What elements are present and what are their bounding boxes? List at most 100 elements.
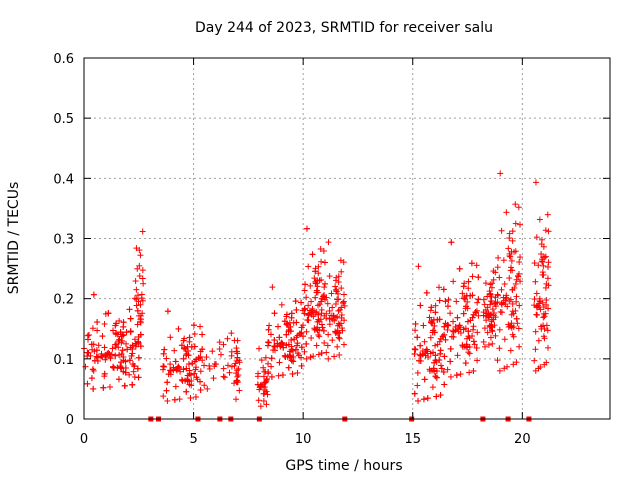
data-point (420, 396, 427, 403)
data-point (106, 383, 113, 390)
data-point (321, 339, 328, 346)
data-point (335, 307, 342, 314)
data-point (506, 230, 513, 237)
data-point (164, 397, 171, 404)
data-point (134, 321, 141, 328)
data-point (326, 273, 333, 280)
data-point (85, 350, 92, 357)
data-point (201, 362, 208, 369)
data-point (516, 302, 523, 309)
data-point (228, 363, 235, 370)
data-point (415, 263, 422, 270)
data-point (512, 220, 519, 227)
data-point (120, 319, 127, 326)
data-point (537, 363, 544, 370)
data-point (296, 330, 303, 337)
data-point (503, 295, 510, 302)
data-point (93, 347, 100, 354)
data-point (489, 306, 496, 313)
data-point (303, 294, 310, 301)
data-point (286, 353, 293, 360)
data-point (199, 357, 206, 364)
data-point (265, 326, 272, 333)
data-point (515, 204, 522, 211)
data-point (427, 367, 434, 374)
data-point (509, 228, 516, 235)
data-point (539, 258, 546, 265)
data-point (504, 363, 511, 370)
data-point (465, 328, 472, 335)
data-point (417, 351, 424, 358)
data-point (474, 329, 481, 336)
data-point (127, 328, 134, 335)
data-point (542, 284, 549, 291)
data-point (206, 362, 213, 369)
data-point (425, 354, 432, 361)
data-point (191, 331, 198, 338)
data-point (312, 294, 319, 301)
data-point (321, 284, 328, 291)
data-point (538, 258, 545, 265)
data-point (487, 312, 494, 319)
data-point (90, 291, 97, 298)
data-point (301, 287, 308, 294)
x-tick-label: 5 (189, 432, 197, 447)
data-point (310, 313, 317, 320)
data-point (441, 331, 448, 338)
data-point (283, 311, 290, 318)
data-point (292, 298, 299, 305)
data-point (332, 277, 339, 284)
data-point (436, 316, 443, 323)
data-point (206, 365, 213, 372)
data-point (544, 327, 551, 334)
data-point (186, 367, 193, 374)
data-point (94, 327, 101, 334)
chart-title: Day 244 of 2023, SRMTID for receiver sal… (195, 20, 493, 36)
data-point (508, 257, 515, 264)
data-point (442, 336, 449, 343)
data-point (498, 300, 505, 307)
data-point (433, 368, 440, 375)
data-point (139, 297, 146, 304)
data-point (217, 351, 224, 358)
data-point (429, 320, 436, 327)
data-point (334, 329, 341, 336)
data-point (481, 325, 488, 332)
data-point (482, 280, 489, 287)
data-point (532, 328, 539, 335)
data-point (420, 322, 427, 329)
data-point (341, 291, 348, 298)
data-point (320, 247, 327, 254)
data-point (335, 296, 342, 303)
data-point (494, 299, 501, 306)
data-point (436, 338, 443, 345)
data-point (233, 357, 240, 364)
data-point (287, 328, 294, 335)
data-point (298, 362, 305, 369)
data-point (220, 365, 227, 372)
data-point (172, 383, 179, 390)
data-point (326, 315, 333, 322)
data-point (487, 291, 494, 298)
x-tick-label: 0 (80, 432, 88, 447)
data-point (542, 227, 549, 234)
data-point (514, 320, 521, 327)
data-point (109, 345, 116, 352)
data-point (338, 311, 345, 318)
data-point (115, 344, 122, 351)
data-point (441, 381, 448, 388)
data-point (234, 373, 241, 380)
data-point (221, 374, 228, 381)
data-point (481, 343, 488, 350)
data-point (427, 334, 434, 341)
data-point (475, 312, 482, 319)
data-point (274, 340, 281, 347)
data-point (256, 345, 263, 352)
data-point (506, 298, 513, 305)
data-point (324, 342, 331, 349)
data-point (495, 254, 502, 261)
data-point (293, 319, 300, 326)
data-point (531, 357, 538, 364)
data-point (513, 359, 520, 366)
data-point (335, 334, 342, 341)
